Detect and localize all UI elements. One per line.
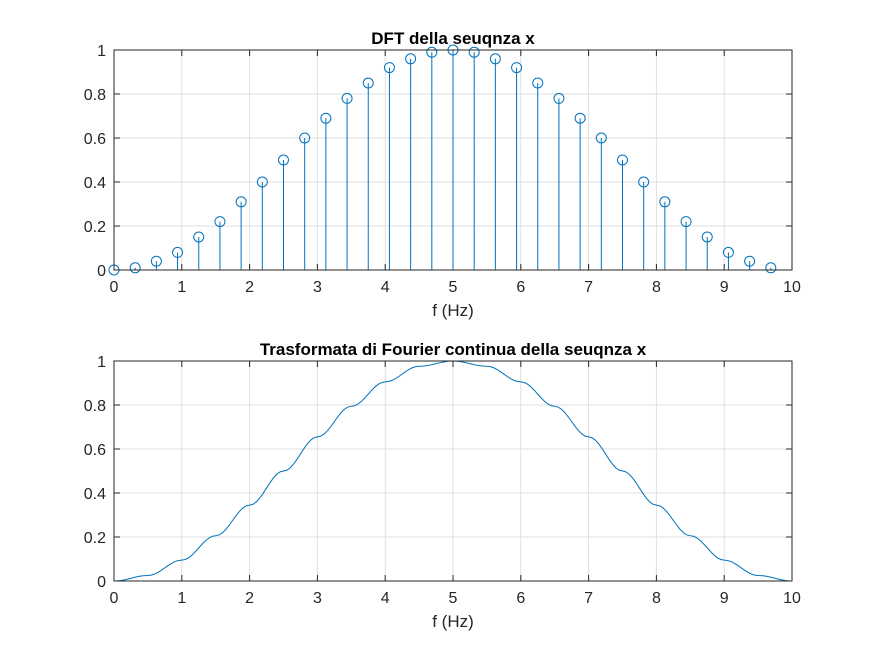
- x-axis-label: f (Hz): [432, 301, 474, 320]
- x-tick-label: 5: [449, 279, 458, 296]
- y-tick-label: 0: [97, 574, 106, 591]
- x-tick-label: 7: [584, 590, 593, 607]
- stem-marker: [299, 132, 311, 144]
- stem-marker: [638, 176, 650, 188]
- y-tick-label: 0.8: [84, 87, 106, 104]
- x-tick-label: 3: [313, 279, 322, 296]
- stem-marker: [595, 132, 607, 144]
- y-tick-label: 0.2: [84, 530, 106, 547]
- stem-marker: [426, 46, 438, 58]
- y-tick-label: 0.4: [84, 486, 106, 503]
- x-tick-label: 9: [720, 590, 729, 607]
- chart-title: DFT della seuqnza x: [371, 29, 535, 48]
- stem-marker: [150, 255, 162, 267]
- x-tick-label: 6: [516, 279, 525, 296]
- axes-dft: 0 1 2 3 4 5 6 7 8 9 10 0 0.2 0.4 0.6 0.8 1 DFT della seuq…: [84, 29, 801, 320]
- x-tick-label: 7: [584, 279, 593, 296]
- x-axis-label: f (Hz): [432, 612, 474, 631]
- stem-marker: [468, 46, 480, 58]
- stem-marker: [320, 112, 332, 124]
- y-tick-label: 0.2: [84, 219, 106, 236]
- stem-marker: [511, 62, 523, 74]
- y-tick-label: 1: [97, 354, 106, 371]
- stem-marker: [256, 176, 268, 188]
- y-tick-label: 0.6: [84, 131, 106, 148]
- x-tick-label: 8: [652, 279, 661, 296]
- x-tick-label: 2: [245, 590, 254, 607]
- axes-frame: [113, 360, 793, 582]
- x-tick-label: 9: [720, 279, 729, 296]
- stem-marker: [129, 262, 141, 274]
- x-tick-label: 1: [177, 279, 186, 296]
- stem-marker: [405, 53, 417, 65]
- stem-marker: [680, 216, 692, 228]
- y-tick-label: 0.6: [84, 442, 106, 459]
- x-tick-label: 0: [110, 279, 119, 296]
- stem-marker: [489, 53, 501, 65]
- stem-marker: [574, 112, 586, 124]
- x-tick-label: 1: [177, 590, 186, 607]
- stem-marker: [553, 92, 565, 104]
- stem-marker: [362, 77, 374, 89]
- x-tick-label: 2: [245, 279, 254, 296]
- x-tick-label: 8: [652, 590, 661, 607]
- y-tick-label: 0.4: [84, 175, 106, 192]
- x-tick-label: 10: [783, 279, 801, 296]
- x-tick-label: 3: [313, 590, 322, 607]
- x-tick-label: 4: [381, 590, 390, 607]
- axes-continuous-transform: 0 1 2 3 4 5 6 7 8 9 10 0 0.2 0.4 0.6 0.8 1 Trasformata di…: [84, 340, 801, 631]
- x-tick-label: 4: [381, 279, 390, 296]
- stem-marker: [765, 262, 777, 274]
- x-tick-label: 10: [783, 590, 801, 607]
- stem-marker: [193, 231, 205, 243]
- stem-marker: [701, 231, 713, 243]
- stem-marker: [235, 196, 247, 208]
- y-tick-label: 0: [97, 263, 106, 280]
- stem-marker: [278, 154, 289, 166]
- stem-marker: [744, 255, 756, 267]
- y-tick-label: 1: [97, 43, 106, 60]
- stem-marker: [172, 246, 184, 258]
- axes-frame: [113, 49, 793, 271]
- stem-marker: [341, 92, 353, 104]
- x-tick-label: 5: [449, 590, 458, 607]
- stem-marker: [722, 246, 734, 258]
- chart-title: Trasformata di Fourier continua della se…: [260, 340, 647, 359]
- stem-marker: [617, 154, 628, 166]
- x-tick-label: 0: [110, 590, 119, 607]
- stem-marker: [532, 77, 544, 89]
- y-tick-label: 0.8: [84, 398, 106, 415]
- x-tick-label: 6: [516, 590, 525, 607]
- stem-marker: [659, 196, 671, 208]
- stem-marker: [214, 216, 226, 228]
- stem-marker: [383, 62, 395, 74]
